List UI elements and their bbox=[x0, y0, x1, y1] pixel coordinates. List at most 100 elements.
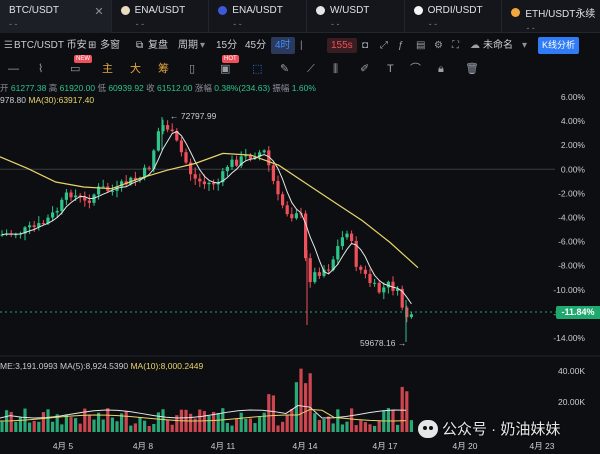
period-45m[interactable]: 45分 bbox=[245, 40, 267, 51]
magnet-icon[interactable]: ⌒ bbox=[410, 63, 421, 75]
symbol-selector[interactable]: BTC/USDT 币安 bbox=[14, 40, 87, 51]
close-label: 收 bbox=[146, 83, 155, 93]
trash-icon[interactable]: 🗑︎ bbox=[465, 63, 479, 75]
candle-body bbox=[152, 150, 156, 169]
chevron-down-icon[interactable]: ▾ bbox=[200, 40, 206, 51]
period-selector[interactable]: 周期 bbox=[178, 40, 198, 51]
volume-bar bbox=[97, 412, 101, 432]
kline-analysis-button[interactable]: K线分析 bbox=[538, 37, 580, 54]
candle-body bbox=[285, 205, 289, 215]
tab-ordi-usdt[interactable]: ORDI/USDT - - bbox=[405, 0, 503, 33]
volume-bar bbox=[212, 411, 216, 432]
minus-icon[interactable]: — bbox=[8, 63, 19, 75]
layout-name[interactable]: 未命名 bbox=[483, 40, 513, 51]
candle-body bbox=[147, 167, 151, 169]
drawing-tools: — ⌇ ▭ NEW 主 大 筹 ▯ ▣ HOT ⬚ ✎ ⟋ ⫼ ✐ T ⌒ 🔒︎… bbox=[0, 55, 600, 80]
brush-icon[interactable]: ✐ bbox=[360, 63, 370, 75]
layout-icon[interactable]: ▤ bbox=[416, 40, 426, 51]
main-button[interactable]: 主 bbox=[102, 63, 113, 75]
tab-label: BTC/USDT bbox=[9, 5, 59, 16]
volume-bar bbox=[51, 421, 55, 432]
gift-icon[interactable]: ▣ bbox=[220, 63, 231, 75]
watermark: 公众号 · 奶油妹妹 bbox=[418, 418, 560, 439]
text-icon[interactable]: T bbox=[387, 63, 394, 75]
tab-label: ENA/USDT bbox=[232, 5, 283, 16]
tab-w-usdt[interactable]: W/USDT - - bbox=[307, 0, 405, 33]
tab-label: W/USDT bbox=[329, 5, 370, 16]
period-4h[interactable]: 4时 bbox=[271, 37, 295, 54]
period-15m[interactable]: 15分 bbox=[216, 40, 238, 51]
tab-btc-usdt[interactable]: BTC/USDT - - ✕ bbox=[0, 0, 112, 33]
candle-body bbox=[64, 192, 68, 200]
expand-icon[interactable]: ⤢ bbox=[380, 40, 388, 51]
fib-icon[interactable]: ⫼ bbox=[333, 63, 339, 75]
replay-button[interactable]: 复盘 bbox=[148, 40, 168, 51]
candle-body bbox=[97, 186, 101, 195]
close-icon[interactable]: ✕ bbox=[94, 6, 104, 18]
candle-body bbox=[193, 174, 197, 179]
volume-bar bbox=[193, 418, 197, 432]
settings-icon[interactable]: ⚙ bbox=[434, 40, 443, 51]
candle-body bbox=[317, 272, 321, 276]
candle-body bbox=[313, 272, 317, 283]
low-label: 低 bbox=[97, 83, 106, 93]
ma30-value: MA(30):63917.40 bbox=[28, 95, 95, 105]
candle-body bbox=[51, 212, 55, 218]
volume-bar bbox=[377, 420, 381, 432]
tab-ena-usdt[interactable]: ENA/USDT - - bbox=[112, 0, 210, 33]
tab-eth-usdt-perp[interactable]: ETH/USDT永续 - - bbox=[502, 0, 600, 33]
coin-icon bbox=[218, 6, 228, 15]
cloud-icon[interactable]: ☁ bbox=[470, 40, 480, 51]
candle-body bbox=[184, 152, 188, 163]
ruler-icon[interactable]: ⌇ bbox=[38, 63, 44, 75]
multi-window-button[interactable]: 多窗 bbox=[100, 40, 120, 51]
fullscreen-icon[interactable]: ⛶ bbox=[452, 40, 459, 51]
volume-bar bbox=[327, 416, 331, 432]
vol-ma10-line bbox=[0, 408, 407, 422]
candle-body bbox=[23, 227, 27, 234]
big-button[interactable]: 大 bbox=[130, 63, 141, 75]
volume-bar bbox=[46, 409, 50, 432]
chevron-down-icon[interactable]: ▾ bbox=[522, 40, 528, 51]
tab-ena-usdt-2[interactable]: ENA/USDT - - bbox=[209, 0, 307, 33]
y-tick-label: -8.00% bbox=[558, 261, 585, 271]
candle-body bbox=[87, 200, 91, 203]
tab-sub: - - bbox=[526, 23, 535, 33]
lock-icon[interactable]: 🔒︎ bbox=[438, 63, 444, 75]
volume-bar bbox=[60, 424, 64, 432]
volume-bar bbox=[101, 419, 105, 432]
candle-body bbox=[120, 181, 124, 187]
tab-sub: - - bbox=[330, 19, 340, 29]
indicator-icon[interactable]: ƒ bbox=[398, 40, 404, 51]
candle-body bbox=[340, 237, 344, 247]
video-icon[interactable]: ▭ bbox=[70, 63, 81, 75]
candle-body bbox=[281, 194, 285, 206]
replay-icon[interactable]: ⧉ bbox=[136, 40, 144, 51]
tab-sub: - - bbox=[233, 19, 242, 29]
multi-window-icon[interactable]: ⊞ bbox=[88, 40, 97, 51]
low-annotation: 59678.16 → bbox=[360, 338, 406, 348]
ma-short-line bbox=[1, 130, 412, 305]
trend-line-icon[interactable]: ⟋ bbox=[307, 63, 315, 75]
volume-bar bbox=[317, 419, 321, 432]
hamburger-icon[interactable]: ☰ bbox=[4, 40, 13, 51]
candle-body bbox=[166, 125, 170, 130]
volume-bar bbox=[258, 416, 262, 432]
volume-bar bbox=[313, 413, 317, 432]
volume-bar bbox=[87, 414, 91, 432]
volume-bar bbox=[55, 414, 59, 432]
volume-info: ME:3,191.0993 MA(5):8,924.5390 MA(10):8,… bbox=[0, 361, 203, 371]
watermark-text: 公众号 · 奶油妹妹 bbox=[442, 421, 561, 438]
volume-bar bbox=[354, 425, 358, 432]
chips-button[interactable]: 筹 bbox=[158, 63, 169, 75]
camera-icon[interactable]: ◘ bbox=[362, 40, 369, 51]
bar-chart-icon[interactable]: ▯ bbox=[189, 63, 196, 75]
volume-bar bbox=[285, 414, 289, 432]
pen-icon[interactable]: ✎ bbox=[280, 63, 290, 75]
coin-icon bbox=[120, 6, 130, 15]
candle-body bbox=[101, 186, 105, 188]
cursor-icon[interactable]: ⬚ bbox=[252, 63, 263, 75]
volume-bar bbox=[92, 419, 96, 432]
candle-body bbox=[143, 167, 147, 178]
